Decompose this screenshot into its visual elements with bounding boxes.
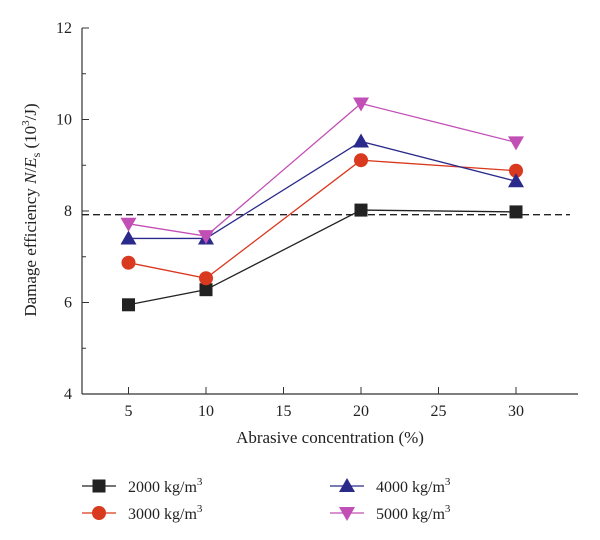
x-axis-label: Abrasive concentration (%)	[236, 428, 424, 447]
data-point	[354, 153, 368, 168]
series-line	[128, 102, 517, 237]
x-tick-label: 20	[353, 403, 369, 420]
plot-area	[81, 28, 578, 395]
data-point	[353, 97, 369, 112]
legend-entry-1: 2000 kg/m3	[82, 476, 203, 496]
series-line	[128, 159, 517, 279]
x-tick-label: 15	[276, 403, 292, 420]
data-point	[120, 217, 137, 232]
series-2	[121, 153, 523, 286]
legend-entry-4: 5000 kg/m3	[330, 503, 451, 523]
legend-label: 4000 kg/m3	[376, 476, 451, 496]
data-point	[199, 271, 213, 286]
x-tick-label: 5	[125, 403, 133, 420]
x-tick-label: 10	[198, 403, 214, 420]
legend-label: 2000 kg/m3	[128, 476, 203, 496]
legend-marker	[339, 478, 355, 492]
series-3	[120, 133, 524, 245]
data-point	[509, 205, 523, 219]
data-point	[121, 255, 136, 270]
data-point	[353, 133, 369, 148]
ticks-layer: 5 10 15 20 25 30 4 6 8 10 12	[56, 20, 524, 420]
y-tick-label: 6	[64, 295, 72, 312]
y-tick-label: 12	[56, 20, 72, 37]
legend-label: 5000 kg/m3	[376, 503, 451, 523]
y-tick-label: 10	[56, 112, 72, 129]
legend-label: 3000 kg/m3	[128, 503, 203, 523]
data-point	[199, 283, 213, 297]
y-axis-label: Damage efficiency N/Es (103/J)	[20, 103, 43, 316]
legend-entry-3: 4000 kg/m3	[330, 476, 451, 496]
x-tick-label: 25	[431, 403, 447, 420]
data-point	[354, 203, 368, 217]
y-tick-label: 4	[64, 386, 72, 403]
data-point	[508, 136, 524, 151]
legend-marker	[339, 507, 355, 521]
data-point	[509, 163, 523, 178]
series-layer	[120, 97, 524, 312]
legend-marker	[92, 506, 106, 520]
legend-entry-2: 3000 kg/m3	[82, 503, 203, 523]
series-line	[128, 140, 517, 240]
legend-marker	[92, 479, 106, 493]
x-tick-label: 30	[508, 403, 524, 420]
series-4	[120, 97, 524, 245]
data-point	[120, 230, 137, 245]
data-point	[198, 230, 214, 245]
series-line	[128, 209, 517, 306]
data-point	[508, 173, 524, 188]
legend: 2000 kg/m3 3000 kg/m3 4000 kg/m3 5000 kg/m3	[82, 476, 451, 523]
y-tick-label: 8	[64, 203, 72, 220]
data-point	[122, 298, 135, 312]
series-1	[122, 203, 523, 312]
